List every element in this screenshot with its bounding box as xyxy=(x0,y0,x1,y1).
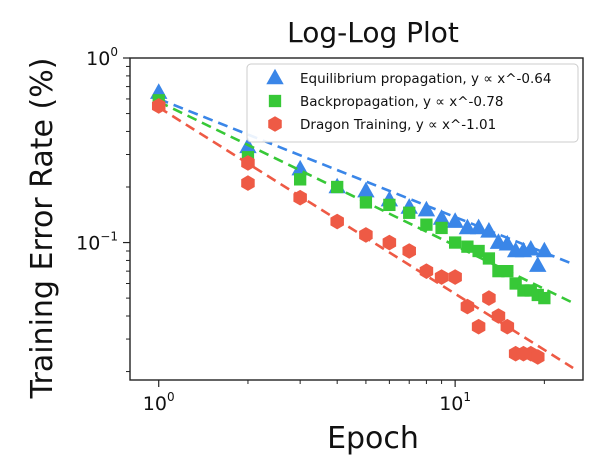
legend-marker-triangle xyxy=(266,68,284,85)
series-square xyxy=(152,94,574,305)
x-tick-label-exponent: 1 xyxy=(463,390,471,404)
chart-title: Log-Log Plot xyxy=(287,16,459,49)
data-point-square xyxy=(448,236,462,249)
data-point-hexagon xyxy=(419,263,434,279)
y-tick-label-base: 10 xyxy=(76,233,100,255)
x-tick-label-exponent: 0 xyxy=(167,390,175,404)
data-point-triangle xyxy=(458,218,477,235)
data-point-square xyxy=(383,198,396,212)
data-point-hexagon xyxy=(460,298,475,315)
data-point-hexagon xyxy=(434,269,449,285)
y-tick-label-exponent: −1 xyxy=(100,230,118,244)
data-point-hexagon xyxy=(359,227,373,243)
legend-label: Dragon Training, y ∝ x^-1.01 xyxy=(300,117,496,133)
data-point-square xyxy=(501,264,514,278)
data-point-triangle xyxy=(522,239,540,256)
data-point-triangle xyxy=(446,212,464,228)
data-point-triangle xyxy=(469,218,488,235)
y-axis-label: Training Error Rate (%) xyxy=(25,58,60,400)
legend-marker-hexagon xyxy=(268,116,282,132)
data-point-square xyxy=(461,240,474,253)
x-tick-label: 100 xyxy=(143,390,175,415)
legend-label: Backpropagation, y ∝ x^-0.78 xyxy=(300,94,503,110)
data-point-triangle xyxy=(535,241,554,258)
data-point-square xyxy=(538,291,551,305)
data-point-hexagon xyxy=(382,234,397,251)
data-point-hexagon xyxy=(241,175,255,191)
y-tick-label-base: 10 xyxy=(86,48,110,70)
data-point-square xyxy=(331,180,344,194)
y-tick-label-exponent: 0 xyxy=(110,45,118,59)
data-point-triangle xyxy=(498,234,517,251)
fit-line-triangle xyxy=(158,97,574,266)
data-point-square xyxy=(403,206,416,219)
y-tick-label: 100 xyxy=(86,45,118,70)
data-point-triangle xyxy=(357,181,375,198)
plot-frame xyxy=(129,57,584,381)
data-point-square xyxy=(472,244,485,258)
data-point-hexagon xyxy=(402,243,416,259)
data-point-triangle xyxy=(480,222,498,238)
x-tick-label: 101 xyxy=(439,390,471,415)
data-point-triangle xyxy=(529,256,547,272)
data-point-hexagon xyxy=(151,98,166,114)
x-axis-label: Epoch xyxy=(327,421,419,456)
legend-label: Equilibrium propagation, y ∝ x^-0.64 xyxy=(300,71,551,87)
data-point-hexagon xyxy=(241,155,255,171)
data-point-triangle xyxy=(417,200,436,217)
data-point-hexagon xyxy=(471,318,486,335)
legend-box xyxy=(246,63,579,143)
series-hexagon xyxy=(151,98,574,370)
data-point-square xyxy=(294,173,307,186)
data-point-hexagon xyxy=(500,318,515,335)
legend: Equilibrium propagation, y ∝ x^-0.64 Back… xyxy=(246,63,579,143)
data-point-square xyxy=(420,218,433,231)
y-tick-label: 10−1 xyxy=(76,230,118,255)
data-point-hexagon xyxy=(491,308,506,324)
legend-marker-square xyxy=(268,94,282,108)
x-tick-label-base: 10 xyxy=(439,393,463,415)
data-point-hexagon xyxy=(531,349,545,365)
data-point-hexagon xyxy=(330,213,344,230)
data-point-square xyxy=(359,196,373,209)
data-point-hexagon xyxy=(293,189,307,206)
data-point-square xyxy=(435,221,448,235)
x-tick-label-base: 10 xyxy=(143,393,167,415)
data-point-square xyxy=(482,252,496,265)
data-point-hexagon xyxy=(482,290,496,306)
data-point-triangle xyxy=(432,209,451,225)
data-point-hexagon xyxy=(448,269,462,285)
